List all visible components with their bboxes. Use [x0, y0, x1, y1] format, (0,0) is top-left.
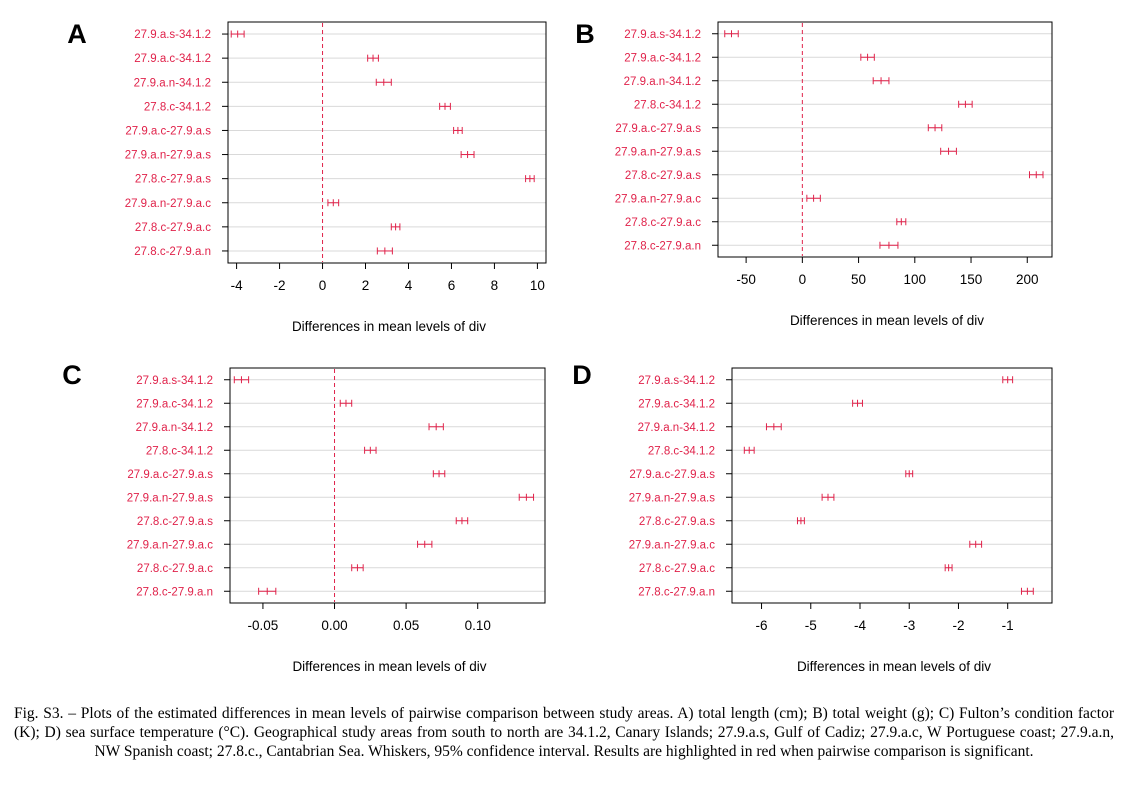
x-axis-label: Differences in mean levels of div — [292, 319, 486, 334]
x-tick-label: -2 — [274, 278, 286, 293]
plot-frame — [227, 21, 547, 264]
x-tick-label: -6 — [756, 618, 768, 633]
category-label: 27.9.a.s-34.1.2 — [624, 29, 701, 41]
category-label: 27.9.a.n-27.9.a.c — [125, 198, 212, 210]
x-tick-label: -50 — [736, 272, 756, 287]
category-label: 27.8.c-27.9.a.c — [625, 217, 701, 229]
panel-c: C 27.9.a.s-34.1.2 27.9.a.c-34.1.2 27.9.a.n-… — [62, 360, 546, 674]
x-tick-label: 2 — [362, 278, 370, 293]
figure: A 27.9.a.s-34.1.2 27.9.a.c-34.1.2 27.9.a.n-… — [62, 19, 1053, 674]
category-label: 27.9.a.n-27.9.a.s — [615, 146, 702, 158]
category-label: 27.8.c-27.9.a.s — [137, 516, 213, 528]
category-label: 27.8.c-34.1.2 — [146, 445, 213, 457]
category-label: 27.8.c-27.9.a.c — [639, 563, 715, 575]
category-label: 27.8.c-27.9.a.c — [135, 222, 211, 234]
category-label: 27.8.c-34.1.2 — [144, 101, 211, 113]
x-tick-label: 0 — [319, 278, 327, 293]
category-label: 27.8.c-27.9.a.n — [624, 240, 701, 252]
x-tick-label: -1 — [1002, 618, 1014, 633]
plot-frame — [731, 367, 1053, 604]
panel-letter: D — [572, 360, 592, 390]
panel-letter: C — [62, 360, 82, 390]
category-label: 27.9.a.c-27.9.a.s — [629, 469, 715, 481]
panel-b: B 27.9.a.s-34.1.2 27.9.a.c-34.1.2 27.9.a.n-… — [575, 19, 1053, 328]
x-tick-label: -2 — [952, 618, 964, 633]
x-tick-label: 0.00 — [321, 618, 347, 633]
category-label: 27.9.a.n-34.1.2 — [638, 422, 715, 434]
category-label: 27.9.a.c-27.9.a.s — [127, 469, 213, 481]
x-tick-label: 6 — [448, 278, 456, 293]
category-label: 27.9.a.c-34.1.2 — [136, 398, 213, 410]
x-tick-label: 100 — [904, 272, 927, 287]
category-label: 27.9.a.c-27.9.a.s — [125, 125, 211, 137]
category-label: 27.8.c-27.9.a.n — [136, 586, 213, 598]
category-label: 27.8.c-27.9.a.n — [134, 246, 211, 258]
category-label: 27.9.a.n-34.1.2 — [136, 422, 213, 434]
category-label: 27.9.a.n-27.9.a.c — [615, 193, 702, 205]
x-axis-label: Differences in mean levels of div — [292, 659, 486, 674]
x-tick-label: 10 — [530, 278, 545, 293]
panel-a: A 27.9.a.s-34.1.2 27.9.a.c-34.1.2 27.9.a.n-… — [67, 19, 547, 334]
category-label: 27.9.a.s-34.1.2 — [134, 29, 211, 41]
category-label: 27.9.a.n-34.1.2 — [134, 77, 211, 89]
x-tick-label: -4 — [854, 618, 866, 633]
category-label: 27.8.c-27.9.a.s — [639, 516, 715, 528]
category-label: 27.9.a.n-27.9.a.s — [125, 150, 212, 162]
category-label: 27.8.c-27.9.a.c — [137, 563, 213, 575]
x-tick-label: -5 — [805, 618, 817, 633]
category-label: 27.9.a.n-27.9.a.c — [127, 539, 214, 551]
category-label: 27.9.a.s-34.1.2 — [638, 375, 715, 387]
x-tick-label: 50 — [851, 272, 866, 287]
x-tick-label: 150 — [960, 272, 983, 287]
x-tick-label: -4 — [231, 278, 243, 293]
category-label: 27.9.a.c-27.9.a.s — [615, 123, 701, 135]
category-label: 27.8.c-34.1.2 — [634, 99, 701, 111]
category-label: 27.9.a.n-27.9.a.c — [629, 539, 716, 551]
x-tick-label: 0.05 — [393, 618, 419, 633]
panel-letter: B — [575, 19, 595, 49]
x-axis-label: Differences in mean levels of div — [790, 313, 984, 328]
category-label: 27.9.a.c-34.1.2 — [624, 52, 701, 64]
x-tick-label: -0.05 — [248, 618, 279, 633]
x-tick-label: 0 — [799, 272, 807, 287]
category-label: 27.9.a.n-27.9.a.s — [629, 492, 716, 504]
category-label: 27.8.c-27.9.a.s — [135, 174, 211, 186]
x-tick-label: 8 — [491, 278, 499, 293]
category-label: 27.9.a.n-27.9.a.s — [127, 492, 214, 504]
panel-letter: A — [67, 19, 87, 49]
x-tick-label: -3 — [903, 618, 915, 633]
x-axis-label: Differences in mean levels of div — [797, 659, 991, 674]
category-label: 27.8.c-34.1.2 — [648, 445, 715, 457]
category-label: 27.8.c-27.9.a.n — [638, 586, 715, 598]
plot-frame — [717, 21, 1053, 258]
category-label: 27.9.a.c-34.1.2 — [638, 398, 715, 410]
category-label: 27.8.c-27.9.a.s — [625, 170, 701, 182]
plot-frame — [229, 367, 546, 604]
category-label: 27.9.a.c-34.1.2 — [134, 53, 211, 65]
category-label: 27.9.a.n-34.1.2 — [624, 76, 701, 88]
x-tick-label: 0.10 — [465, 618, 491, 633]
panel-d: D 27.9.a.s-34.1.2 27.9.a.c-34.1.2 27.9.a.n-… — [572, 360, 1053, 674]
figure-caption: Fig. S3. – Plots of the estimated differ… — [14, 705, 1114, 760]
x-tick-label: 4 — [405, 278, 413, 293]
category-label: 27.9.a.s-34.1.2 — [136, 375, 213, 387]
x-tick-label: 200 — [1016, 272, 1039, 287]
